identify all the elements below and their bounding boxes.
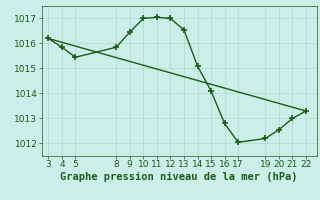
X-axis label: Graphe pression niveau de la mer (hPa): Graphe pression niveau de la mer (hPa) [60, 172, 298, 182]
